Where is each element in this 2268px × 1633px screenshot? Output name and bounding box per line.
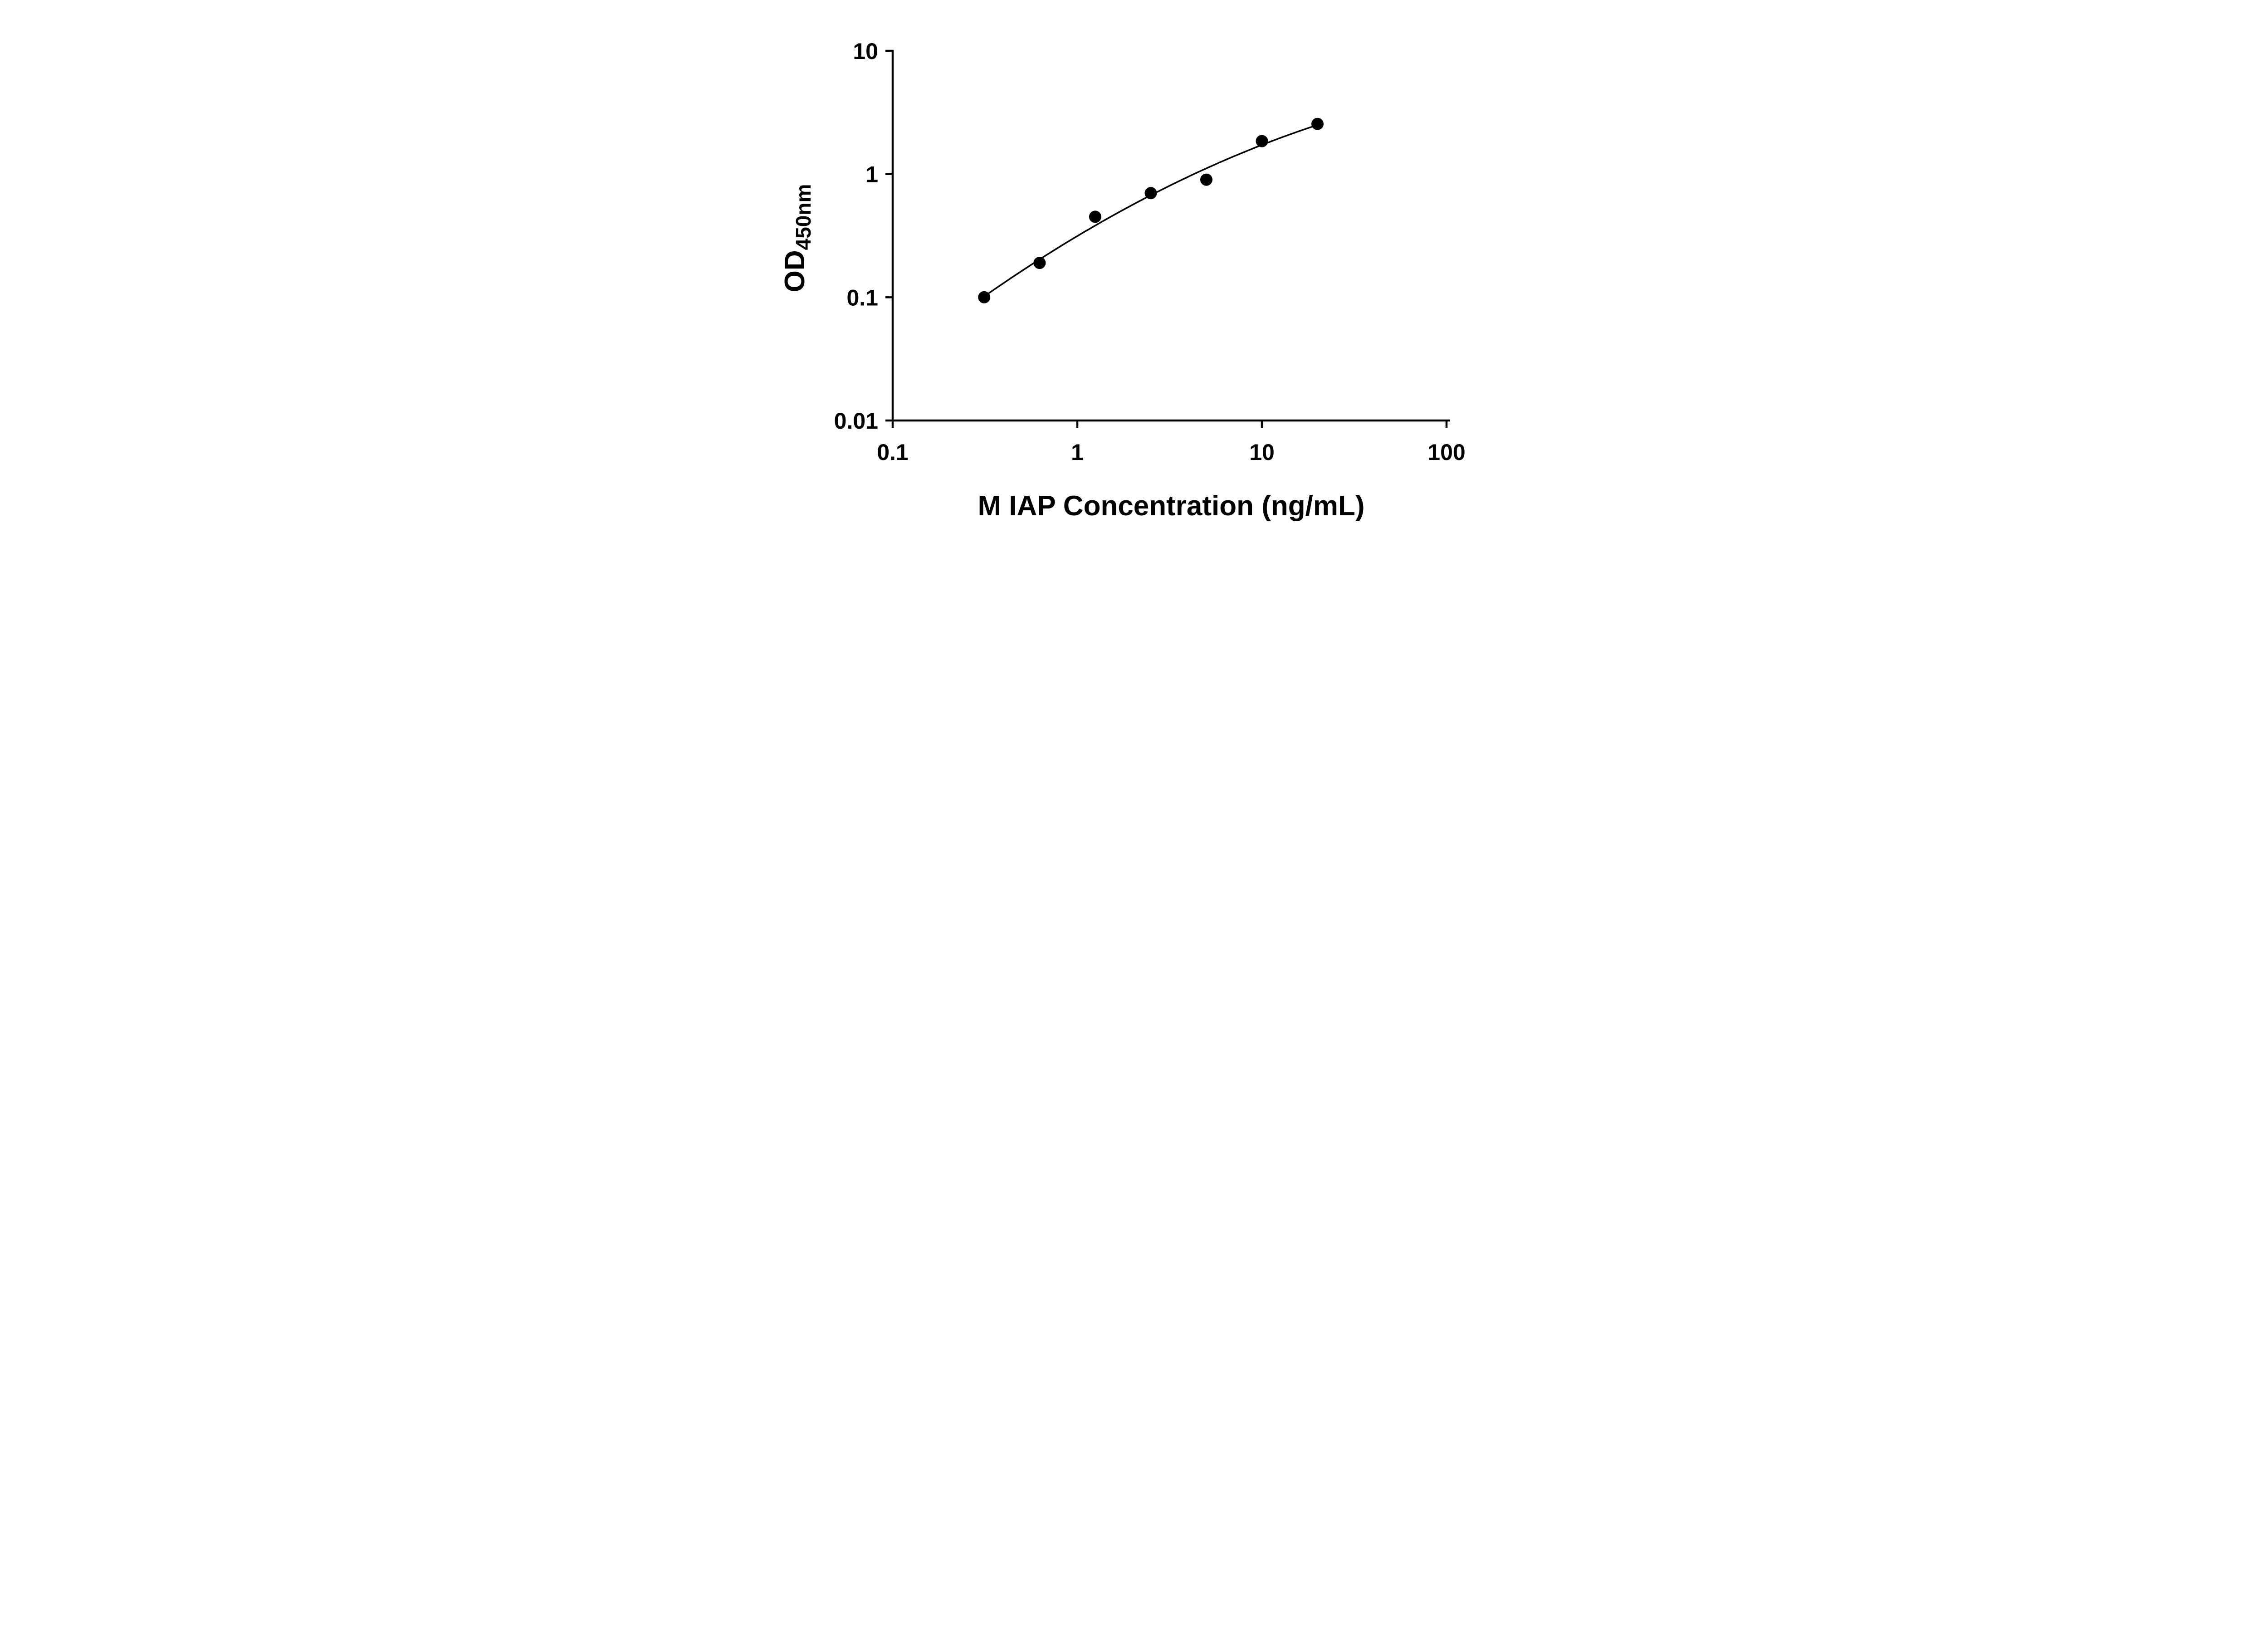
- data-point: [1089, 210, 1101, 223]
- fit-curve: [983, 124, 1319, 298]
- chart-page: 0.1 1 10 100 10 1 0.1 0.01 M IAP Concentration …: [745, 0, 1523, 544]
- x-tick-label: 1: [1071, 440, 1084, 465]
- x-axis-title: M IAP Concentration (ng/mL): [978, 490, 1364, 522]
- y-axis-title: OD450nm: [779, 184, 815, 293]
- x-tick-label: 100: [1427, 440, 1465, 465]
- data-point: [1311, 117, 1324, 130]
- data-point: [1033, 257, 1046, 269]
- standard-curve-chart: 0.1 1 10 100 10 1 0.1 0.01 M IAP Concentration …: [779, 39, 1466, 522]
- y-tick-label: 1: [865, 162, 878, 187]
- data-point: [1256, 135, 1268, 147]
- y-tick-label: 0.1: [846, 285, 878, 310]
- x-tick-label: 10: [1249, 440, 1275, 465]
- y-axis-title-main: OD: [779, 250, 811, 292]
- x-tick-label: 0.1: [877, 440, 909, 465]
- axis-spines: [891, 50, 1450, 422]
- data-point: [978, 291, 991, 303]
- data-point: [1200, 173, 1212, 186]
- y-tick-label: 0.01: [834, 408, 878, 434]
- plot-layer: 0.1 1 10 100 10 1 0.1 0.01: [834, 39, 1466, 465]
- data-point: [1144, 187, 1157, 200]
- y-tick-label: 10: [853, 39, 878, 64]
- y-axis-title-subscript: 450nm: [792, 184, 815, 250]
